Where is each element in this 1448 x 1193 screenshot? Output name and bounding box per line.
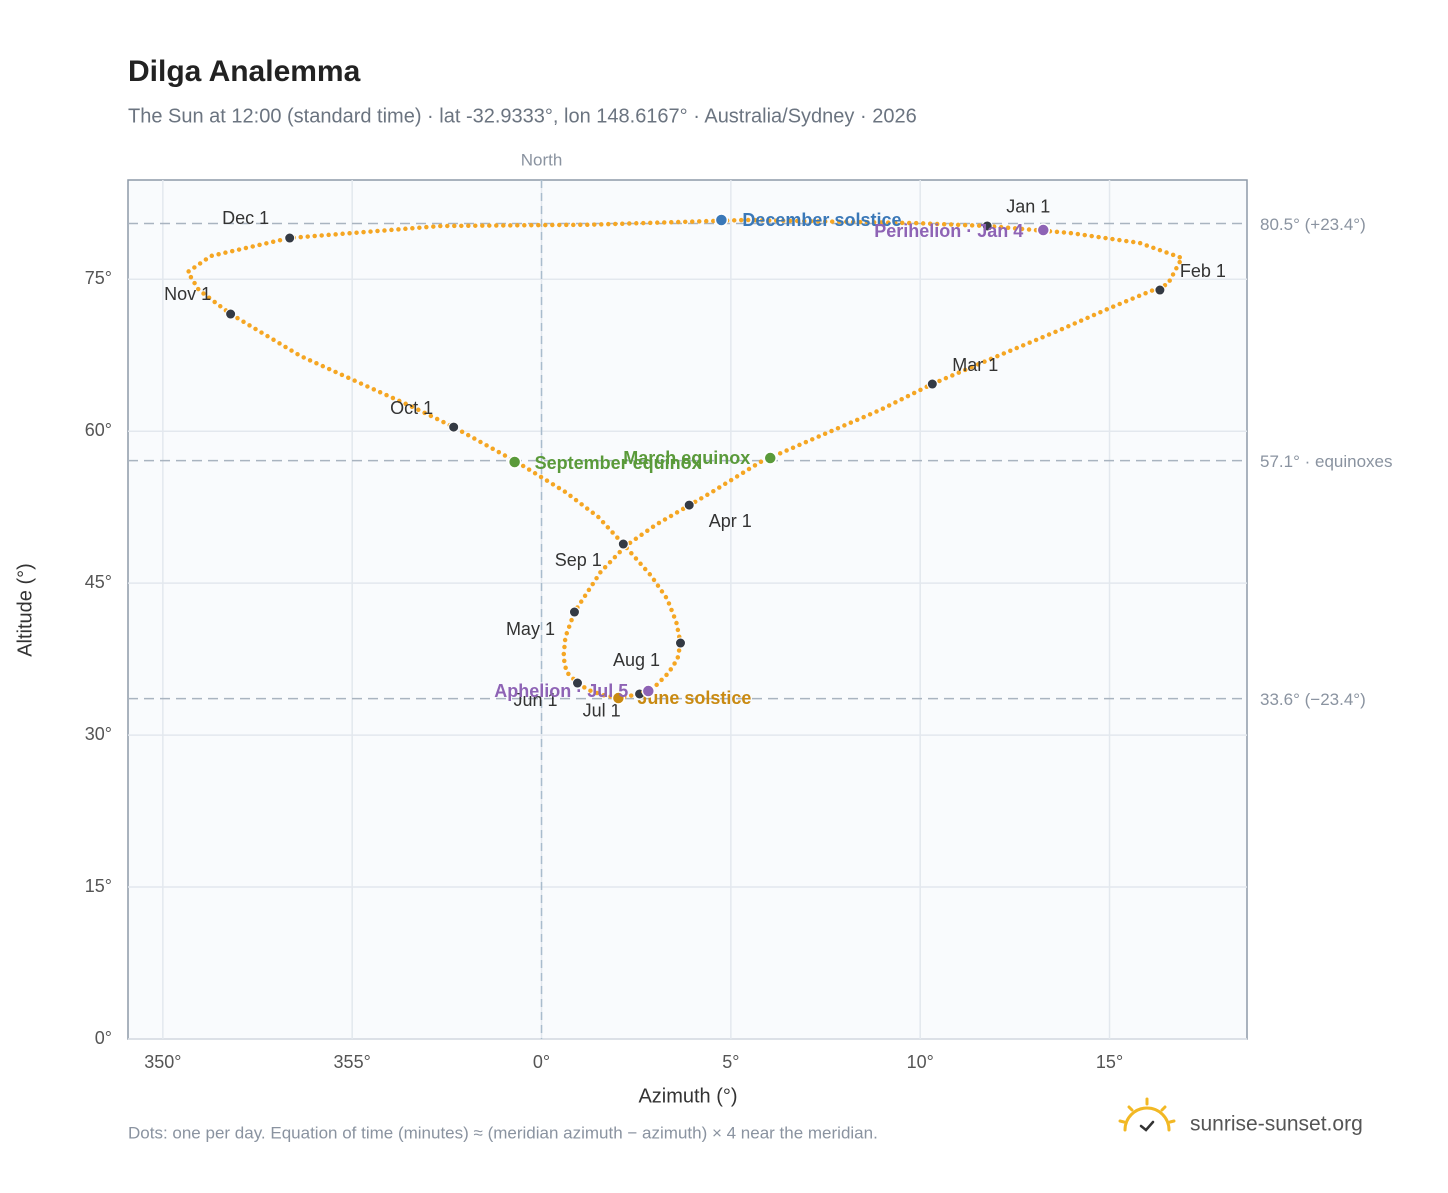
event-marker — [611, 691, 626, 705]
y-tick-label: 45° — [85, 572, 112, 592]
month-marker — [1154, 284, 1166, 296]
month-label: Jul 1 — [583, 701, 621, 721]
x-tick-label: 355° — [334, 1052, 371, 1072]
month-label: Jan 1 — [1006, 197, 1050, 217]
brand-logo — [1118, 1097, 1176, 1132]
event-label: Perihelion · Jan 4 — [874, 221, 1023, 241]
y-tick-label: 30° — [85, 724, 112, 744]
y-tick-label: 15° — [85, 876, 112, 896]
month-label: May 1 — [506, 619, 555, 639]
event-marker — [507, 455, 522, 469]
y-tick-label: 0° — [95, 1028, 112, 1048]
event-marker — [763, 451, 777, 465]
event-marker — [1036, 223, 1051, 237]
month-marker — [617, 538, 629, 550]
y-axis-label: Altitude (°) — [14, 563, 36, 657]
event-label: September equinox — [535, 453, 702, 473]
chart-subtitle: The Sun at 12:00 (standard time) · lat -… — [128, 105, 917, 127]
footnote: Dots: one per day. Equation of time (min… — [128, 1123, 878, 1142]
x-tick-label: 5° — [722, 1052, 739, 1072]
month-label: Apr 1 — [709, 511, 752, 531]
reference-label: 80.5° (+23.4°) — [1260, 215, 1366, 234]
x-axis-label: Azimuth (°) — [638, 1085, 737, 1107]
brand-name: sunrise-sunset.org — [1190, 1113, 1363, 1136]
plot-layer: Jan 1 Feb 1 Mar 1 Apr 1 May 1 Jun 1 Jul 1 Aug 1… — [128, 180, 1247, 1040]
month-label: Jun 1 — [513, 690, 557, 710]
event-marker — [714, 213, 729, 227]
month-marker — [571, 677, 583, 689]
reference-label: 33.6° (−23.4°) — [1260, 690, 1366, 709]
y-tick-label: 75° — [85, 268, 112, 288]
plot-area — [127, 179, 1248, 1040]
month-label: Aug 1 — [613, 650, 660, 670]
month-marker — [448, 421, 460, 433]
y-tick-label: 60° — [85, 420, 112, 440]
month-label: Oct 1 — [390, 398, 433, 418]
x-tick-label: 10° — [907, 1052, 934, 1072]
month-marker — [981, 220, 993, 232]
month-marker — [284, 232, 296, 244]
daily-sun-path — [184, 217, 1186, 701]
month-marker — [568, 606, 580, 618]
reference-label: 57.1° · equinoxes — [1260, 452, 1393, 471]
month-marker — [225, 308, 237, 320]
x-tick-label: 0° — [533, 1052, 550, 1072]
event-label: Aphelion · Jul 5 — [494, 681, 628, 701]
month-marker — [926, 378, 938, 390]
event-label: December solstice — [742, 210, 901, 230]
month-label: Mar 1 — [952, 355, 998, 375]
month-label: Feb 1 — [1180, 261, 1226, 281]
month-label: Sep 1 — [555, 550, 602, 570]
month-marker — [674, 637, 686, 649]
event-label: March equinox — [623, 448, 750, 468]
month-label: Dec 1 — [222, 208, 269, 228]
month-label: Nov 1 — [164, 284, 211, 304]
chart-title: Dilga Analemma — [128, 55, 361, 88]
event-marker — [641, 684, 656, 698]
month-marker — [683, 499, 695, 511]
x-tick-label: 15° — [1096, 1052, 1123, 1072]
north-label: North — [521, 150, 563, 169]
x-tick-label: 350° — [144, 1052, 181, 1072]
event-label: June solstice — [637, 688, 751, 708]
